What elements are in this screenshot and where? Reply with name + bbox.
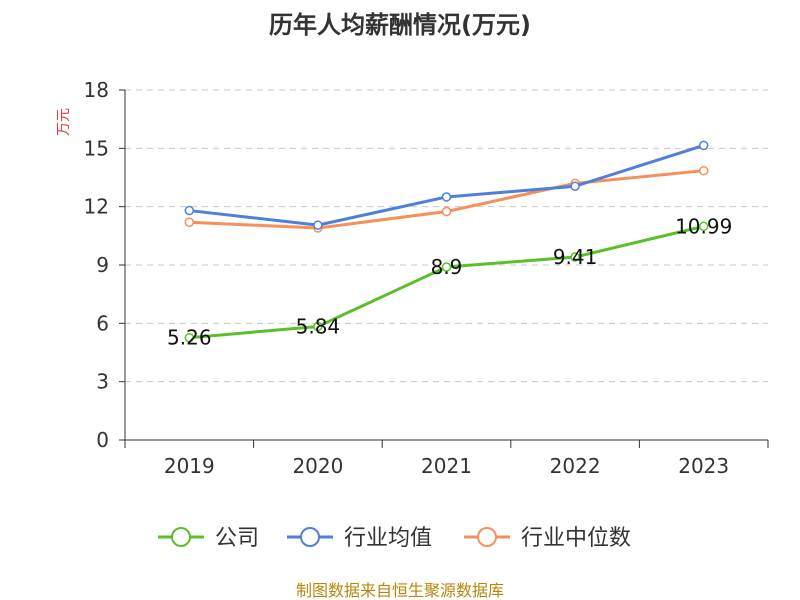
y-tick-label: 18 [84, 78, 109, 102]
data-point [698, 140, 709, 151]
x-tick-label: 2023 [678, 454, 729, 478]
data-point [441, 262, 452, 272]
y-tick-label: 0 [96, 428, 109, 452]
data-point [698, 221, 709, 232]
x-tick-label: 2021 [421, 454, 472, 478]
legend-label: 行业均值 [344, 526, 432, 551]
legend-item-1: 行业均值 [287, 526, 432, 551]
y-tick-label: 15 [84, 136, 109, 160]
y-tick-label: 12 [84, 195, 109, 219]
data-point [570, 181, 580, 191]
legend-label: 公司 [215, 526, 259, 551]
legend-label: 行业中位数 [521, 526, 631, 551]
y-tick-label: 9 [96, 253, 109, 277]
data-label: 8.9 [431, 255, 463, 279]
data-label: 5.84 [296, 314, 341, 338]
legend-swatch-marker [171, 527, 191, 547]
legend-item-0: 公司 [158, 526, 259, 551]
data-point [441, 192, 452, 202]
y-tick-label: 6 [96, 311, 109, 335]
grid-layer [125, 89, 768, 383]
label-layer: 5.26 5.84 8.9 9.41 10.99 [167, 214, 732, 349]
data-point [570, 252, 580, 262]
data-point [313, 220, 323, 230]
source-note: 制图数据来自恒生聚源数据库 [296, 581, 504, 600]
data-label: 5.26 [167, 326, 212, 350]
chart-title: 历年人均薪酬情况(万元) [269, 11, 531, 39]
series-layer [184, 140, 709, 343]
x-tick-label: 2022 [550, 454, 601, 478]
data-point [184, 332, 195, 343]
x-tick-label: 2020 [292, 454, 343, 478]
data-label: 10.99 [675, 214, 732, 238]
data-point [698, 165, 709, 176]
data-point [184, 217, 195, 227]
data-point [184, 205, 195, 216]
legend: 公司 行业均值 行业中位数 [158, 526, 631, 551]
axis-layer: 0 3 6 9 12 15 18 2019 2020 2021 2022 2023 [84, 78, 769, 478]
data-label: 9.41 [553, 245, 598, 269]
data-point [441, 206, 452, 217]
legend-swatch-marker [300, 527, 320, 547]
series-line-0 [187, 224, 706, 340]
legend-swatch-marker [477, 527, 497, 547]
legend-item-2: 行业中位数 [464, 526, 631, 551]
x-tick-label: 2019 [164, 454, 215, 478]
y-tick-label: 3 [96, 370, 109, 394]
data-point [313, 321, 323, 332]
y-axis-label: 万元 [56, 108, 72, 136]
